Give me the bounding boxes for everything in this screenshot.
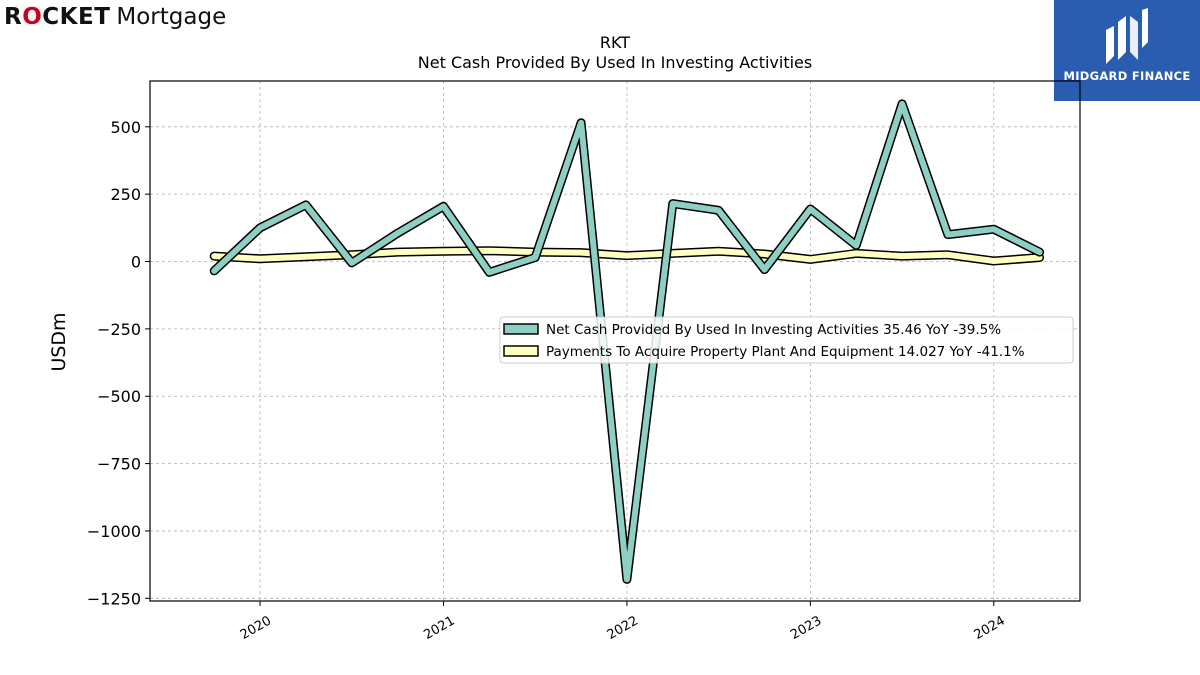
y-tick-label: 500 (110, 118, 141, 137)
legend: Net Cash Provided By Used In Investing A… (499, 316, 1074, 364)
chart-subtitle: Net Cash Provided By Used In Investing A… (418, 53, 812, 72)
y-tick-label: −1000 (87, 522, 141, 541)
logo-mortgage-word: Mortgage (116, 4, 227, 30)
y-axis-label: USDm (48, 312, 70, 371)
midgard-finance-logo: MIDGARD FINANCE (1054, 0, 1200, 101)
legend-box (499, 316, 1074, 364)
legend-swatch-1 (503, 345, 539, 357)
y-tick-label: −250 (97, 320, 141, 339)
series-0-line (211, 100, 1043, 583)
series-1-line (211, 247, 1043, 264)
y-axis-ticks: 500 250 0 −250 −500 −750 −1000 −1250 (87, 118, 150, 608)
x-axis-ticks: 2020 2021 2022 2023 2024 (238, 601, 1008, 643)
x-tick-label: 2020 (238, 613, 274, 643)
y-tick-label: 0 (131, 253, 141, 272)
legend-label-1: Payments To Acquire Property Plant And E… (546, 344, 1025, 360)
chart-title: RKT (600, 33, 630, 52)
midgard-logo-text: MIDGARD FINANCE (1063, 69, 1191, 83)
midgard-mark-icon (1106, 8, 1148, 64)
logo-letter-r: R (4, 4, 23, 30)
y-tick-label: −750 (97, 455, 141, 474)
x-tick-label: 2022 (605, 613, 641, 643)
rocket-mortgage-logo: R O CKET Mortgage (4, 2, 226, 32)
legend-label-0: Net Cash Provided By Used In Investing A… (546, 322, 1001, 338)
series-lines (209, 99, 1045, 584)
y-tick-label: 250 (110, 185, 141, 204)
y-tick-label: −500 (97, 387, 141, 406)
x-tick-label: 2021 (421, 613, 457, 643)
logo-rest: CKET (42, 4, 111, 30)
logo-ring-o: O (22, 4, 43, 30)
plot-frame (149, 80, 1081, 602)
legend-swatch-0 (503, 323, 539, 335)
x-tick-label: 2023 (788, 613, 824, 643)
y-tick-label: −1250 (87, 589, 141, 608)
x-tick-label: 2024 (972, 613, 1008, 643)
